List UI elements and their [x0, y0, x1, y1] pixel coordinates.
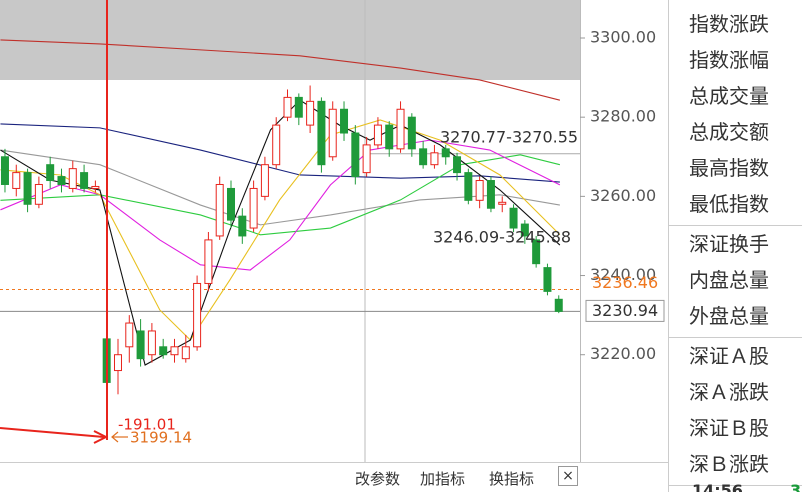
- candle-body: [396, 108, 405, 150]
- candle-body: [328, 108, 337, 158]
- candle-body: [57, 176, 66, 185]
- toolbar-button[interactable]: 加指标: [420, 470, 466, 488]
- candle-body: [532, 239, 541, 265]
- panel-item[interactable]: 深证换手: [689, 232, 769, 256]
- candle-body: [215, 183, 224, 237]
- ma-line: [0, 139, 561, 271]
- candle-body: [227, 187, 236, 221]
- candle-body: [238, 215, 247, 237]
- candle-body: [80, 172, 89, 189]
- panel-separator: [669, 337, 802, 338]
- chart: 3300.00 3280.00 3260.00 3240.00 3220.00 3270.…: [0, 0, 669, 492]
- last-price-box: [585, 299, 665, 322]
- last-price-label: 3230.94: [592, 301, 658, 320]
- candle-body: [430, 152, 439, 166]
- annotation: 3199.14: [130, 429, 192, 447]
- panel-item[interactable]: 总成交量: [689, 84, 769, 108]
- annotation: -191.01: [118, 416, 176, 434]
- annotation: 3270.77-3270.55: [440, 128, 578, 147]
- panel-separator: [669, 485, 802, 486]
- y-tick-label: 3220.00: [590, 344, 656, 363]
- candle-body: [204, 239, 213, 284]
- candle-body: [181, 346, 190, 360]
- panel-item[interactable]: 总成交额: [689, 120, 769, 144]
- arrow-head: [93, 430, 109, 444]
- ma-line: [0, 39, 561, 101]
- candle-body: [407, 116, 416, 150]
- ma-line: [0, 119, 561, 341]
- candle-body: [441, 148, 450, 158]
- side-panel: 指数涨跌指数涨幅总成交量总成交额最高指数最低指数深证换手内盘总量外盘总量深证Ａ股…: [669, 0, 802, 492]
- plot: [0, 39, 580, 413]
- selection-band: [0, 0, 580, 80]
- candle-body: [193, 282, 202, 348]
- candle-body: [91, 185, 100, 189]
- candle-body: [340, 108, 349, 134]
- panel-item[interactable]: 深Ｂ涨跌: [689, 452, 769, 476]
- candle-body: [23, 172, 32, 205]
- candle-body: [12, 172, 21, 189]
- candle-body: [260, 164, 269, 197]
- arrow-line: [0, 427, 105, 438]
- candle-body: [385, 124, 394, 150]
- panel-item[interactable]: 深证Ａ股: [689, 344, 769, 368]
- panel-item[interactable]: 指数涨幅: [689, 48, 769, 72]
- candle-body: [509, 207, 518, 229]
- y-tick-label: 3300.00: [590, 28, 656, 47]
- ma-line: [0, 149, 560, 226]
- avg-price-label: 3236.46: [592, 273, 658, 292]
- panel-item[interactable]: 最低指数: [689, 192, 769, 216]
- annotation: 3246.09-3245.88: [433, 228, 571, 247]
- candle-body: [317, 100, 326, 166]
- candle-body: [34, 183, 43, 205]
- status-time: 14:56: [692, 481, 743, 492]
- y-tick-label: 3260.00: [590, 186, 656, 205]
- candle-body: [294, 96, 303, 118]
- candle-body: [520, 223, 529, 237]
- candle-body: [147, 330, 156, 356]
- candle-body: [283, 96, 292, 118]
- candle-body: [0, 156, 9, 185]
- candle-body: [136, 330, 145, 360]
- candle-body: [362, 144, 371, 174]
- candle-body: [125, 322, 134, 348]
- candle-body: [475, 180, 484, 201]
- toolbar-button[interactable]: 改参数: [355, 470, 401, 488]
- candle-body: [113, 354, 122, 372]
- panel-item[interactable]: 最高指数: [689, 156, 769, 180]
- status-value: 3: [790, 481, 802, 492]
- candle-body: [498, 201, 507, 205]
- panel-item[interactable]: 内盘总量: [689, 268, 769, 292]
- ma-line: [0, 123, 560, 183]
- candle-body: [306, 100, 315, 126]
- candle-body: [46, 164, 55, 182]
- candle-body: [170, 346, 179, 356]
- close-button[interactable]: ×: [558, 466, 578, 486]
- candle-body: [543, 267, 552, 292]
- ma-line: [0, 154, 561, 236]
- panel-item[interactable]: 指数涨跌: [689, 12, 769, 36]
- candle-body: [464, 172, 473, 201]
- candle-body: [373, 124, 382, 146]
- panel-item[interactable]: 深证Ｂ股: [689, 416, 769, 440]
- panel-item[interactable]: 深Ａ涨跌: [689, 380, 769, 404]
- panel-item[interactable]: 外盘总量: [689, 304, 769, 328]
- y-tick-label: 3240.00: [590, 265, 656, 284]
- candle-body: [554, 298, 563, 312]
- candle-body: [351, 132, 360, 178]
- candle-body: [159, 346, 168, 356]
- candle-body: [249, 187, 258, 229]
- candle-body: [419, 148, 428, 166]
- candle-body: [272, 124, 281, 166]
- panel-separator: [669, 225, 802, 226]
- candle-body: [486, 180, 495, 209]
- candle-body: [68, 168, 77, 189]
- candle-body: [453, 156, 462, 174]
- toolbar-button[interactable]: 换指标: [489, 470, 535, 488]
- y-tick-label: 3280.00: [590, 107, 656, 126]
